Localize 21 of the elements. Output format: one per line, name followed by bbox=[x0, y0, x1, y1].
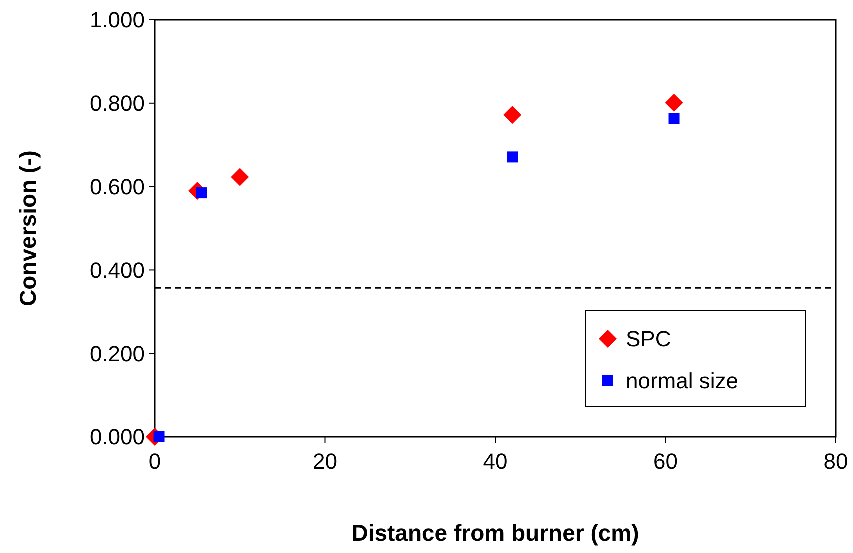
legend-label: SPC bbox=[626, 326, 672, 352]
y-tick-label: 1.000 bbox=[90, 8, 145, 33]
x-tick-label: 80 bbox=[824, 449, 848, 474]
y-tick-label: 0.200 bbox=[90, 341, 145, 366]
point bbox=[507, 152, 518, 163]
y-tick-label: 0.600 bbox=[90, 174, 145, 200]
point bbox=[154, 432, 165, 442]
y-tick-label: 0.400 bbox=[90, 258, 145, 283]
point bbox=[668, 113, 680, 124]
x-tick-label: 0 bbox=[148, 449, 162, 474]
point bbox=[665, 94, 684, 112]
point bbox=[504, 106, 522, 124]
x-tick-label: 20 bbox=[313, 449, 338, 474]
y-axis-title: Conversion (-) bbox=[15, 150, 41, 306]
x-axis-title: Distance from burner (cm) bbox=[352, 520, 640, 546]
x-tick-label: 40 bbox=[483, 449, 508, 474]
x-tick-label: 60 bbox=[654, 449, 678, 474]
y-tick-label: 0.000 bbox=[90, 424, 145, 450]
legend-label: normal size bbox=[626, 368, 738, 394]
point bbox=[231, 168, 250, 186]
y-tick-label: 0.800 bbox=[90, 91, 145, 116]
